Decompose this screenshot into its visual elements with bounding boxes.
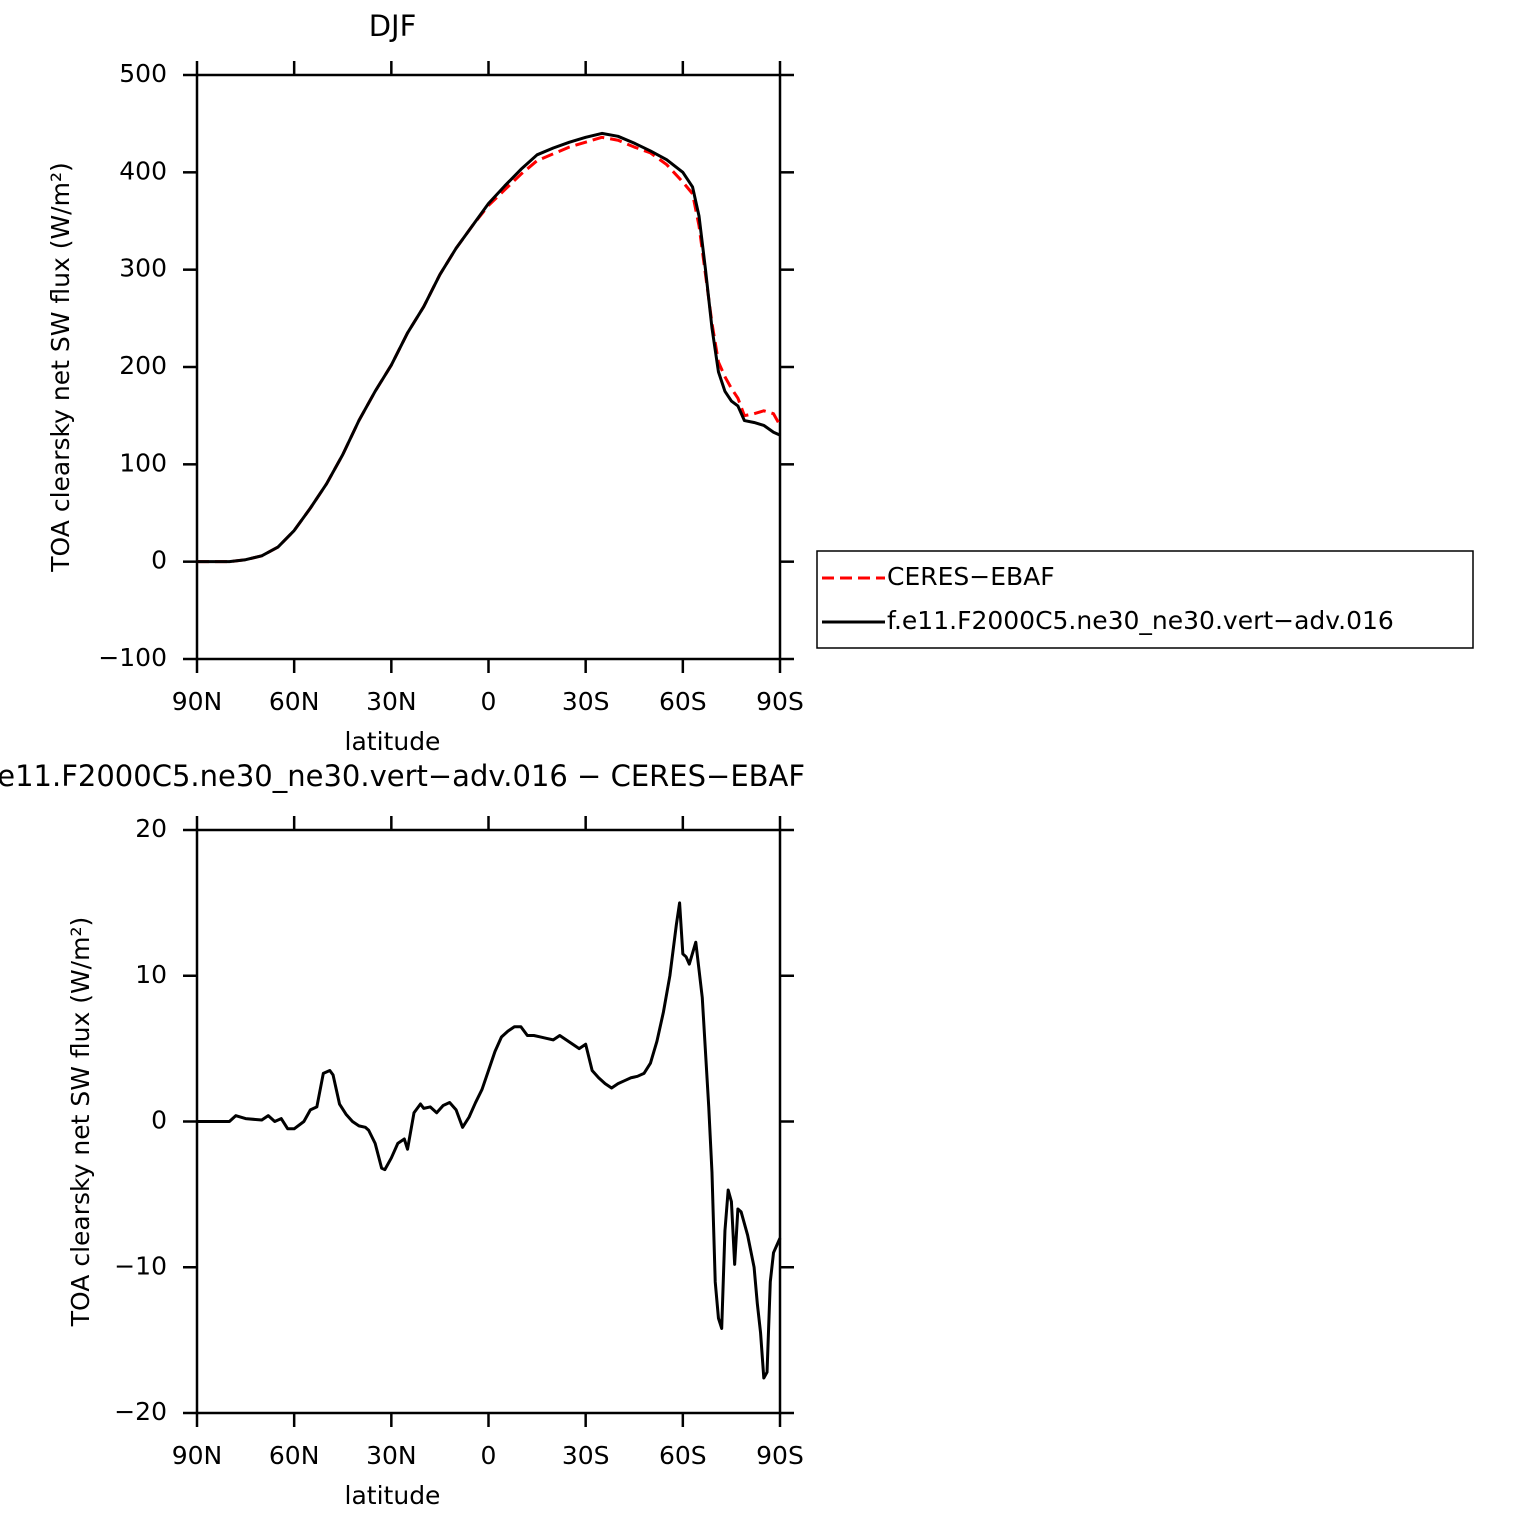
x-tick-label: 90N — [172, 687, 223, 716]
y-tick-label: 500 — [119, 59, 167, 88]
chart-title: f.e11.F2000C5.ne30_ne30.vert−adv.016 − C… — [0, 759, 805, 793]
x-tick-label: 30N — [366, 1441, 417, 1470]
x-tick-label: 60N — [269, 687, 320, 716]
x-tick-label: 0 — [481, 687, 497, 716]
y-tick-label: 20 — [135, 814, 167, 843]
x-axis-label: latitude — [345, 727, 441, 756]
chart-title: DJF — [369, 9, 417, 43]
x-tick-label: 30S — [562, 1441, 610, 1470]
y-tick-label: 100 — [119, 448, 167, 477]
y-tick-label: 0 — [151, 1106, 167, 1135]
plot-frame — [195, 73, 782, 661]
x-tick-label: 60N — [269, 1441, 320, 1470]
y-tick-label: 10 — [135, 960, 167, 989]
y-axis-label: TOA clearsky net SW flux (W/m²) — [46, 162, 75, 572]
x-tick-label: 90N — [172, 1441, 223, 1470]
y-tick-label: 200 — [119, 351, 167, 380]
legend-label: CERES−EBAF — [887, 562, 1055, 591]
y-tick-label: 0 — [151, 546, 167, 575]
series-line — [197, 135, 782, 564]
x-tick-label: 60S — [659, 1441, 707, 1470]
legend-box — [816, 550, 1474, 649]
y-tick-label: −10 — [114, 1251, 167, 1280]
x-tick-label: 90S — [756, 687, 804, 716]
x-tick-label: 60S — [659, 687, 707, 716]
x-axis-label: latitude — [345, 1481, 441, 1510]
series-line — [197, 901, 782, 1380]
x-tick-label: 90S — [756, 1441, 804, 1470]
y-tick-label: 300 — [119, 254, 167, 283]
y-tick-label: −20 — [114, 1397, 167, 1426]
series-line — [197, 131, 781, 564]
legend-label: f.e11.F2000C5.ne30_ne30.vert−adv.016 — [887, 606, 1394, 635]
y-tick-label: 400 — [119, 156, 167, 185]
x-tick-label: 0 — [481, 1441, 497, 1470]
y-tick-label: −100 — [98, 643, 167, 672]
y-axis-label: TOA clearsky net SW flux (W/m²) — [66, 917, 95, 1327]
x-tick-label: 30S — [562, 687, 610, 716]
x-tick-label: 30N — [366, 687, 417, 716]
